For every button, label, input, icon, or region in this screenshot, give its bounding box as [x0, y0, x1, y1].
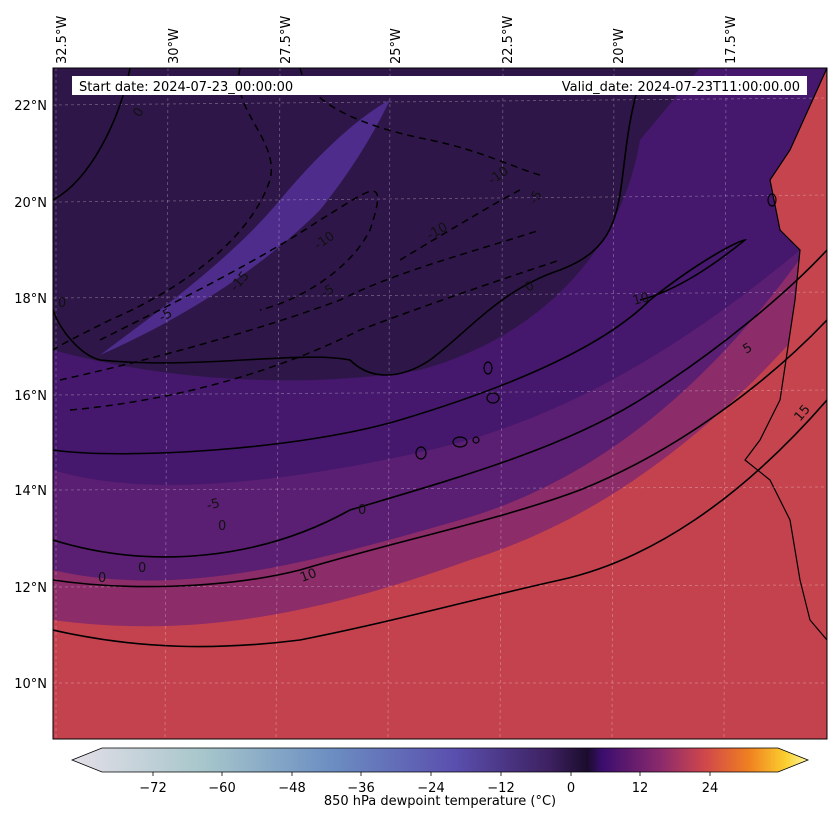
cbar-tick-label: 24 [702, 781, 719, 796]
contour-label: -5 [205, 496, 221, 514]
dashed-contours [53, 68, 561, 411]
islands [415, 193, 777, 460]
longitude-labels: 32.5°W 30°W 27.5°W 25°W 22.5°W 20°W 17.5… [55, 16, 739, 64]
contour-label: 0 [98, 571, 106, 586]
dry-plume [100, 100, 390, 355]
africa-coast [744, 68, 827, 641]
cbar-tick-label: −24 [417, 781, 444, 796]
lon-label: 17.5°W [724, 16, 739, 64]
contour-label: 10 [298, 566, 319, 586]
lat-label: 18°N [14, 292, 47, 307]
contour-label: 0 [138, 561, 146, 576]
lon-label: 25°W [389, 28, 404, 64]
map-frame [52, 67, 828, 740]
contour-label: 0 [58, 296, 66, 311]
colorbar: −72 −60 −48 −36 −24 −12 0 12 24 850 hPa … [70, 747, 810, 809]
cbar-tick-label: −48 [278, 781, 305, 796]
contour-label: 0 [218, 519, 226, 534]
valid-date: Valid_date: 2024-07-23T11:00:00.00 [562, 80, 800, 95]
lon-label: 27.5°W [279, 16, 294, 64]
start-date: Start date: 2024-07-23_00:00:00 [79, 80, 293, 95]
cbar-tick-label: 0 [567, 781, 575, 796]
lon-label: 32.5°W [55, 16, 70, 64]
latitude-labels: 22°N 20°N 18°N 16°N 14°N 12°N 10°N [14, 99, 47, 692]
very-dry-region [53, 68, 700, 381]
colorbar-bar [70, 747, 810, 773]
contour-label: 10 [631, 290, 651, 309]
cbar-tick-label: 12 [632, 781, 649, 796]
lat-label: 14°N [14, 484, 47, 499]
lat-label: 22°N [14, 99, 47, 114]
lon-label: 22.5°W [501, 16, 516, 64]
lat-label: 10°N [14, 677, 47, 692]
lat-label: 16°N [14, 389, 47, 404]
lon-label: 30°W [167, 28, 182, 64]
map-area: 0 -5 -10 -15 -5 -10 -10 -5 0 0 10 5 15 -… [53, 68, 827, 739]
colorbar-ticks [152, 772, 711, 776]
cbar-tick-label: −12 [487, 781, 514, 796]
cbar-tick-label: −72 [139, 781, 166, 796]
solid-contours [53, 68, 827, 648]
contour-label: 0 [358, 503, 366, 518]
cbar-tick-label: −60 [208, 781, 235, 796]
colorbar-label: 850 hPa dewpoint temperature (°C) [324, 794, 556, 809]
colorbar-tick-labels: −72 −60 −48 −36 −24 −12 0 12 24 [139, 781, 718, 796]
cbar-tick-label: −36 [347, 781, 374, 796]
lat-label: 20°N [14, 196, 47, 211]
lat-label: 12°N [14, 581, 47, 596]
info-box [72, 76, 807, 95]
gridlines [53, 68, 827, 739]
lon-label: 20°W [612, 28, 627, 64]
